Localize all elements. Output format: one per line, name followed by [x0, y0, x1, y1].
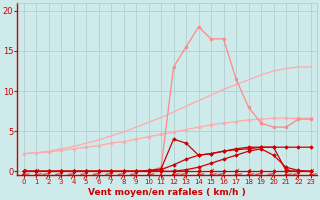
X-axis label: Vent moyen/en rafales ( km/h ): Vent moyen/en rafales ( km/h )	[88, 188, 246, 197]
